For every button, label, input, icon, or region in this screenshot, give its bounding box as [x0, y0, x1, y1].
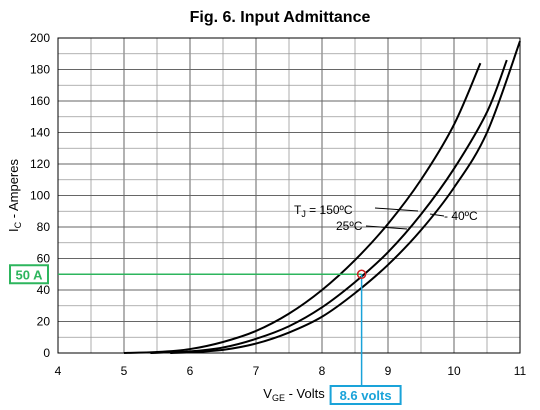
label-25c: 25ºC — [336, 219, 363, 233]
y-tick-label: 140 — [30, 126, 50, 140]
y-tick-label: 80 — [37, 220, 51, 234]
y-tick-label: 180 — [30, 63, 50, 77]
x-tick-label: 6 — [187, 364, 194, 378]
x-tick-label: 9 — [385, 364, 392, 378]
vge-callout-text: 8.6 volts — [340, 388, 392, 403]
x-tick-label: 5 — [121, 364, 128, 378]
operating-point-marker — [356, 269, 367, 279]
y-axis-label: IC - Amperes — [6, 159, 23, 232]
chart-title: Fig. 6. Input Admittance — [190, 9, 371, 26]
y-tick-label: 40 — [37, 283, 51, 297]
x-tick-label: 7 — [253, 364, 260, 378]
y-tick-label: 160 — [30, 94, 50, 108]
leader-150 — [374, 207, 419, 212]
y-axis-ticks: 0 20 40 60 80 100 120 140 160 180 200 — [30, 31, 50, 360]
vge-callout-box — [329, 385, 402, 405]
ic-callout-box — [9, 264, 49, 285]
label-minus40c: - 40ºC — [444, 209, 478, 223]
x-tick-label: 4 — [55, 364, 62, 378]
y-tick-label: 60 — [37, 252, 51, 266]
series-line-0 — [123, 62, 482, 354]
leader-25 — [365, 225, 408, 230]
grid — [57, 37, 521, 354]
y-tick-label: 120 — [30, 157, 50, 171]
x-tick-label: 10 — [447, 364, 461, 378]
callouts: 50 A 8.6 volts — [9, 264, 402, 405]
x-axis-label: VGE - Volts — [263, 386, 325, 403]
y-tick-label: 100 — [30, 189, 50, 203]
y-tick-label: 200 — [30, 31, 50, 45]
x-axis-ticks: 4 5 6 7 8 9 10 11 — [55, 364, 527, 378]
leader-m40 — [429, 213, 445, 217]
y-tick-label: 0 — [43, 346, 50, 360]
tj-annotation: TJ = 150ºC — [294, 203, 353, 219]
ic-callout-text: 50 A — [16, 267, 44, 282]
series-line-2 — [170, 40, 521, 354]
x-tick-label: 8 — [319, 364, 326, 378]
y-tick-label: 20 — [37, 315, 51, 329]
x-tick-label: 11 — [514, 364, 527, 378]
series-line-1 — [150, 59, 508, 354]
series-curves — [123, 40, 521, 354]
plot-frame — [57, 37, 521, 354]
